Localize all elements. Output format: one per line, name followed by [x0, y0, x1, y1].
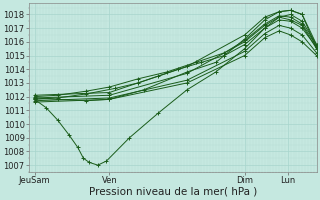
X-axis label: Pression niveau de la mer( hPa ): Pression niveau de la mer( hPa ) [89, 187, 257, 197]
